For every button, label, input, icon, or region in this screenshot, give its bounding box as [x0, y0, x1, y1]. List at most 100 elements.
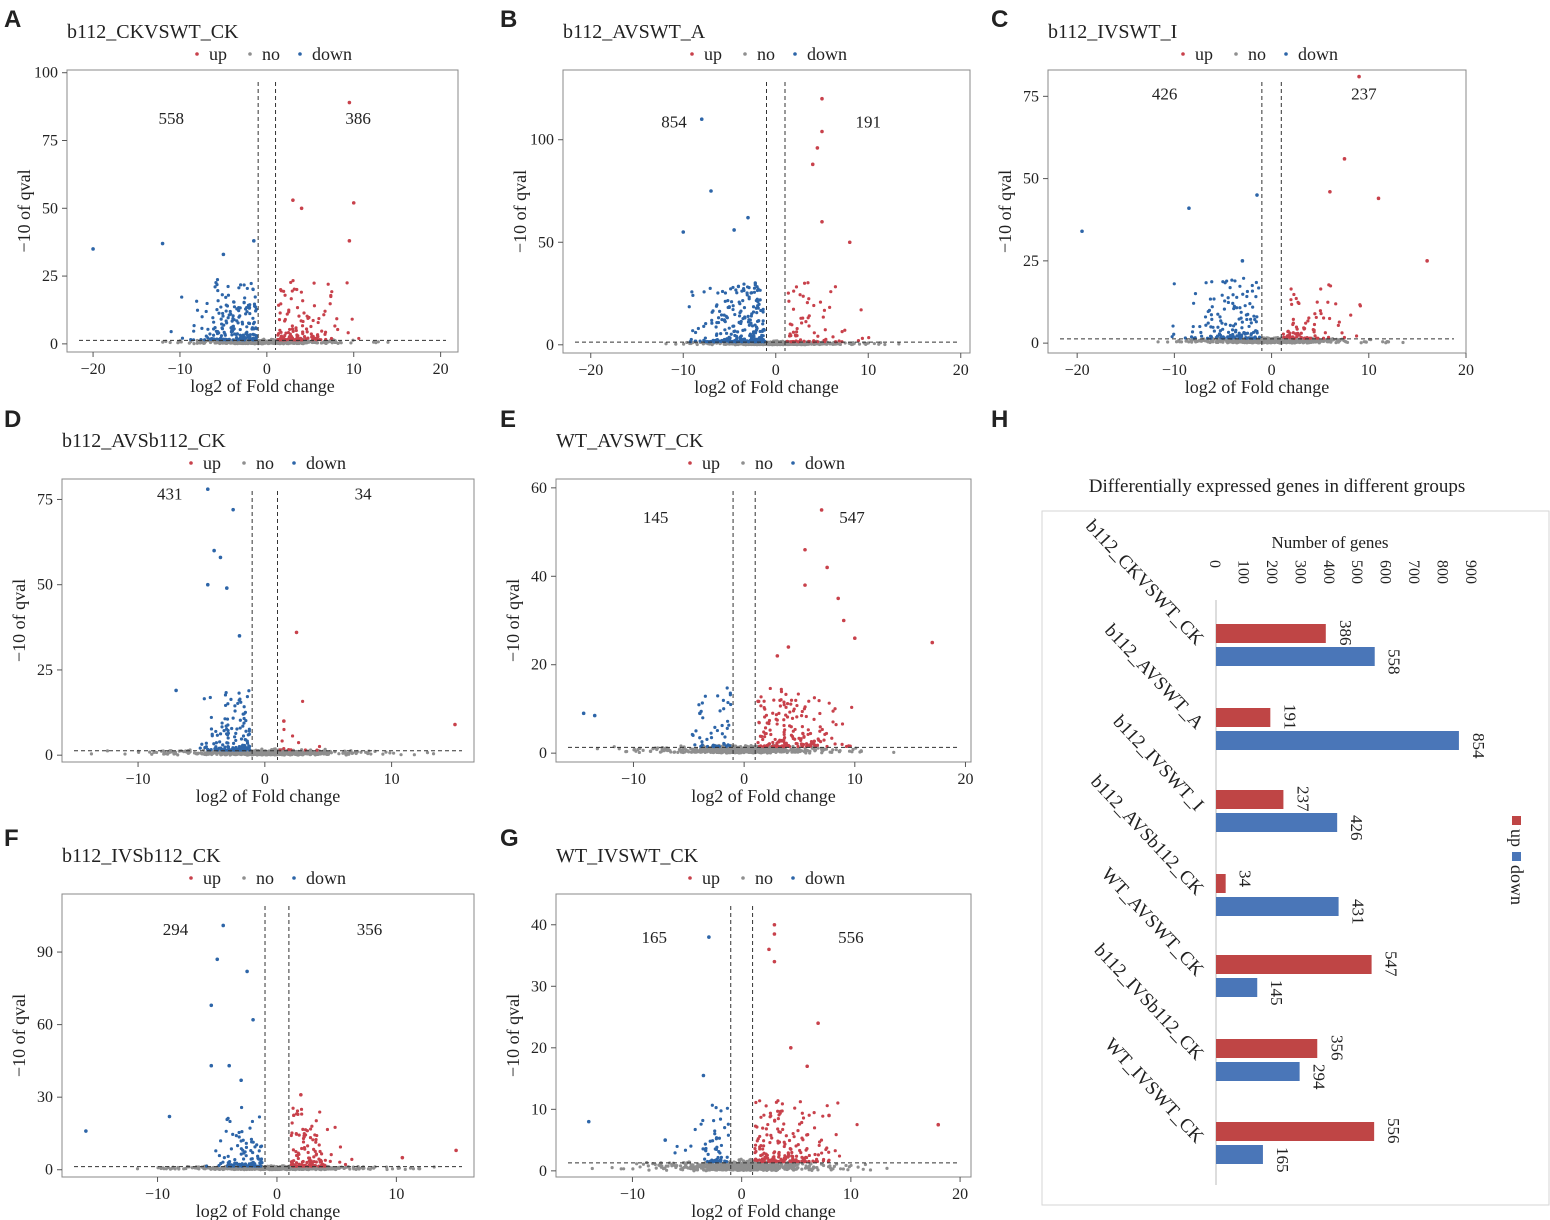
point-up	[330, 290, 334, 294]
point-down	[231, 741, 236, 745]
point-down	[251, 287, 255, 291]
point-no	[722, 342, 726, 346]
point-up	[810, 162, 815, 167]
point-no	[366, 751, 370, 756]
point-no	[301, 341, 305, 345]
point-down	[212, 548, 216, 553]
x-tick-label: 0	[263, 361, 271, 378]
point-up	[1312, 322, 1317, 327]
point-down	[237, 337, 241, 342]
point-down	[724, 314, 728, 318]
point-no	[308, 750, 312, 754]
point-up	[1302, 327, 1306, 331]
point-up	[299, 337, 303, 341]
point-down	[1245, 289, 1250, 294]
point-down	[200, 742, 204, 746]
point-down	[1240, 320, 1244, 324]
point-down	[236, 701, 240, 706]
point-no	[864, 342, 868, 347]
point-no	[304, 750, 308, 755]
point-down	[224, 295, 228, 299]
point-down	[1217, 332, 1222, 336]
count-up-label: 34	[355, 484, 373, 503]
point-no	[1239, 338, 1244, 343]
point-down	[234, 738, 238, 743]
point-no	[294, 750, 299, 754]
point-no	[384, 750, 388, 754]
point-down	[220, 293, 224, 297]
point-down	[1239, 336, 1243, 340]
point-up	[792, 289, 796, 293]
y-tick-label: 0	[1031, 335, 1039, 352]
point-no	[265, 751, 269, 755]
point-down	[735, 291, 739, 295]
point-down	[254, 327, 259, 331]
point-up	[328, 302, 332, 306]
point-no	[292, 340, 296, 345]
point-down	[211, 337, 215, 341]
point-down	[180, 295, 184, 299]
point-no	[1257, 339, 1261, 343]
point-no	[1277, 339, 1281, 343]
point-down	[229, 326, 233, 330]
points-layer	[581, 508, 935, 755]
point-down	[751, 330, 756, 334]
legend-marker-up	[690, 52, 694, 56]
point-no	[425, 750, 430, 755]
panel-letter: C	[991, 6, 1008, 33]
y-tick-label: 50	[42, 200, 58, 217]
point-down	[248, 303, 252, 307]
point-down	[206, 747, 210, 751]
point-down	[732, 228, 736, 232]
point-down	[1189, 335, 1194, 339]
point-down	[748, 332, 753, 336]
point-up	[1304, 321, 1308, 325]
point-down	[714, 325, 718, 329]
point-down	[252, 302, 257, 306]
point-down	[232, 327, 236, 331]
point-up	[1322, 316, 1326, 320]
point-no	[664, 342, 668, 346]
point-no	[271, 338, 275, 342]
point-up	[278, 328, 282, 332]
point-down	[1216, 334, 1220, 338]
y-axis-title: −10 of qval	[995, 170, 1015, 253]
point-down	[1251, 305, 1255, 309]
point-up	[329, 336, 334, 341]
point-down	[739, 309, 743, 313]
point-no	[682, 342, 686, 346]
point-up	[867, 336, 871, 340]
x-tick-label: 20	[433, 361, 449, 378]
point-up	[1307, 316, 1311, 320]
point-down	[247, 321, 251, 325]
point-no	[1401, 340, 1405, 345]
point-down	[719, 331, 723, 336]
legend-label-up: up	[1195, 44, 1213, 64]
point-down	[245, 325, 249, 329]
point-down	[755, 297, 759, 301]
points-layer	[89, 487, 457, 757]
point-no	[761, 343, 765, 347]
point-up	[1357, 74, 1361, 79]
point-down	[238, 327, 242, 332]
point-no	[674, 342, 678, 346]
point-up	[279, 302, 283, 306]
point-down	[747, 297, 751, 301]
point-no	[872, 341, 876, 346]
point-up	[789, 334, 793, 338]
point-down	[708, 286, 712, 290]
point-up	[312, 336, 316, 340]
point-up	[1294, 296, 1298, 301]
point-up	[1281, 332, 1285, 336]
point-down	[219, 317, 223, 321]
point-up	[798, 338, 803, 342]
point-up	[299, 290, 303, 294]
point-no	[1185, 339, 1189, 343]
point-up	[806, 316, 810, 320]
point-down	[242, 716, 246, 721]
point-down	[729, 300, 734, 304]
point-down	[241, 744, 245, 748]
point-no	[228, 751, 232, 755]
